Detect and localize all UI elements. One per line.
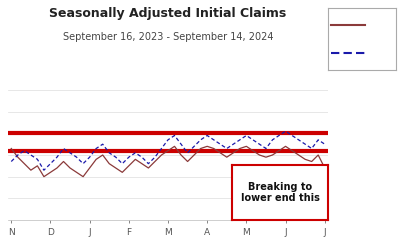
Text: Seasonally Adjusted Initial Claims: Seasonally Adjusted Initial Claims — [49, 8, 287, 20]
Text: Breaking to
lower end this: Breaking to lower end this — [240, 182, 320, 203]
Text: September 16, 2023 - September 14, 2024: September 16, 2023 - September 14, 2024 — [63, 32, 273, 42]
